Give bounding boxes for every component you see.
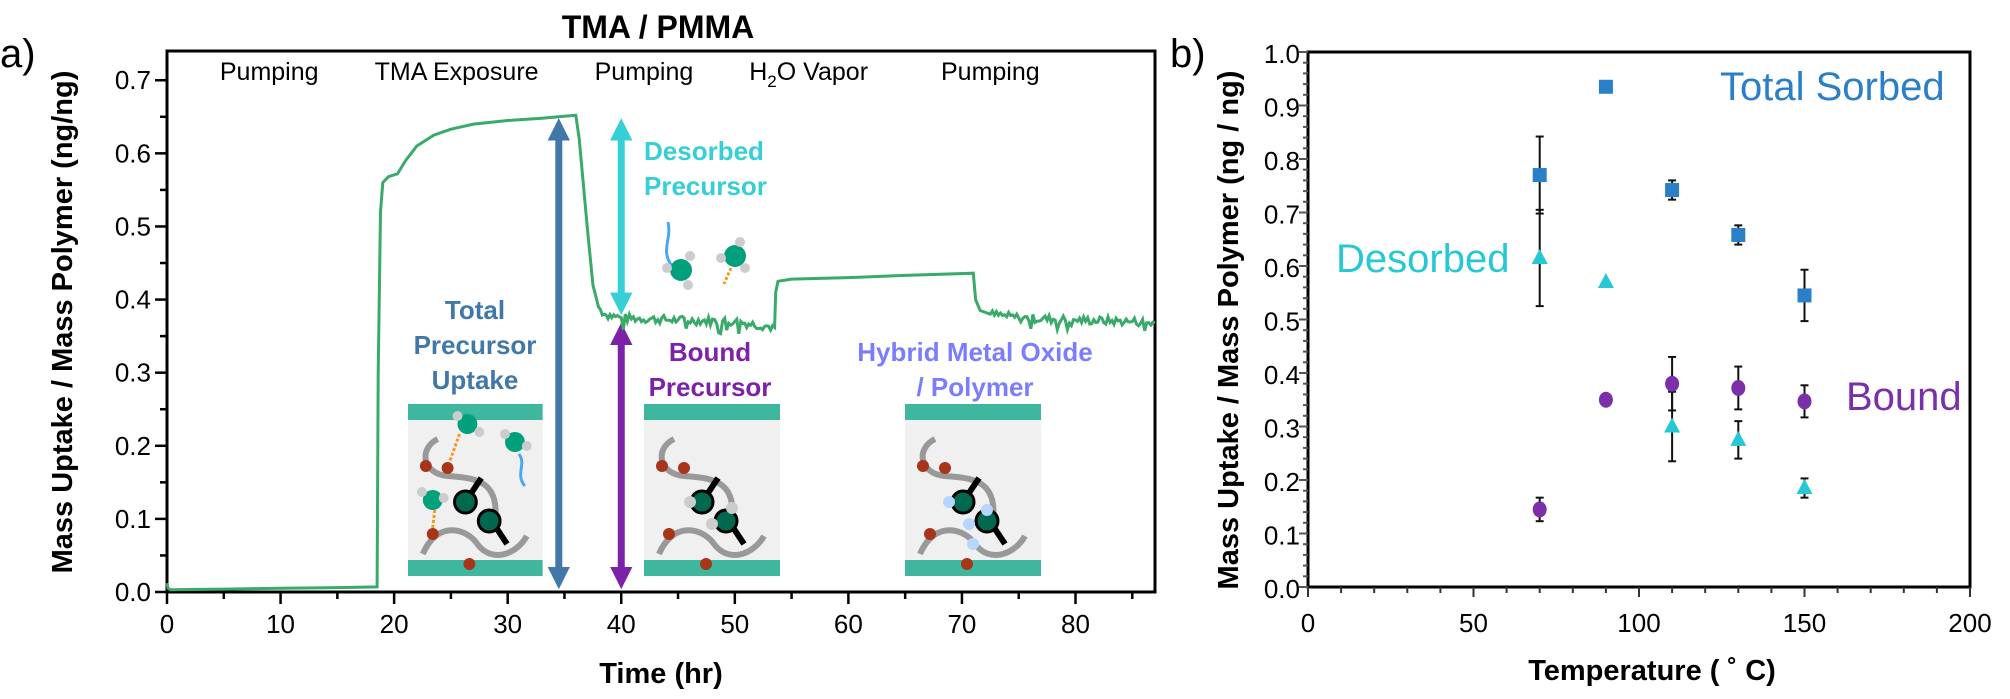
point-bound <box>1731 379 1746 396</box>
point-total-sorbed <box>1598 79 1613 94</box>
point-desorbed <box>1664 417 1681 433</box>
y-axis-title-b: Mass Uptake / Mass Polymer (ng / ng) <box>1213 71 1245 590</box>
panel-b: b) 0 50 100 150 200 0.0 0.1 0.2 0.3 0.4 0.5 0.6 0.7… <box>1170 32 1992 687</box>
legend-bound: Bound <box>1846 375 1962 419</box>
point-total-sorbed <box>1797 288 1812 303</box>
point-desorbed <box>1531 248 1548 264</box>
schematic-total-uptake <box>408 404 543 576</box>
y-tick-label: 0.1 <box>115 504 151 534</box>
y-tick-label-b: 0.2 <box>1264 467 1300 497</box>
y-tick-label-b: 0.5 <box>1264 307 1300 337</box>
total-uptake-label: Precursor <box>414 330 537 360</box>
x-tick-label: 30 <box>493 609 522 639</box>
x-tick-label: 20 <box>380 609 409 639</box>
phase-label: Pumping <box>220 58 319 86</box>
panel-a: a) TMA / PMMA Pumping TMA Exposure Pumping… <box>0 9 1157 690</box>
y-axis-title: Mass Uptake / Mass Polymer (ng/ng) <box>47 71 79 574</box>
point-desorbed <box>1597 273 1614 289</box>
y-tick-label: 0.2 <box>115 431 151 461</box>
point-total-sorbed <box>1731 227 1746 242</box>
y-tick-label: 0.4 <box>115 285 151 315</box>
y-tick-label: 0.3 <box>115 358 151 388</box>
bound-label: Precursor <box>649 372 772 402</box>
y-tick-label: 0.7 <box>115 65 151 95</box>
y-tick-label-b: 0.4 <box>1264 360 1300 390</box>
phase-labels: Pumping TMA Exposure Pumping H2O Vapor Pumpi… <box>220 58 1040 91</box>
scatter-points <box>1531 79 1813 523</box>
y-tick-label: 0.6 <box>115 138 151 168</box>
panel-b-label: b) <box>1170 32 1206 76</box>
y-tick-label-b: 1.0 <box>1264 39 1300 69</box>
x-axis-title-b: Temperature ( ˚ C) <box>1528 655 1776 687</box>
phase-label: Pumping <box>941 58 1040 86</box>
total-uptake-label: Uptake <box>432 365 519 395</box>
y-axis-ticks: 0.0 0.1 0.2 0.3 0.4 0.5 0.6 0.7 <box>115 65 167 607</box>
schematic-bound-precursor <box>644 404 780 576</box>
x-tick-label-b: 200 <box>1948 608 1991 638</box>
y-tick-label: 0.5 <box>115 211 151 241</box>
point-bound <box>1598 391 1613 408</box>
y-tick-label-b: 0.0 <box>1264 574 1300 604</box>
x-tick-label-b: 0 <box>1301 608 1315 638</box>
x-tick-label: 60 <box>834 609 863 639</box>
desorbed-label: Precursor <box>644 171 767 201</box>
x-tick-label: 0 <box>160 609 174 639</box>
schematic-desorbed-molecules <box>662 221 750 290</box>
point-bound <box>1797 393 1812 410</box>
y-tick-label-b: 0.3 <box>1264 414 1300 444</box>
plot-area-frame-b <box>1306 50 1972 589</box>
y-axis-ticks-b: 0.0 0.1 0.2 0.3 0.4 0.5 0.6 0.7 0.8 0.9 1.0 <box>1264 39 1308 604</box>
hybrid-label: / Polymer <box>916 372 1033 402</box>
x-tick-label: 80 <box>1061 609 1090 639</box>
schematics <box>408 221 1041 576</box>
schematic-hybrid-oxide <box>905 404 1041 576</box>
phase-label: TMA Exposure <box>375 58 539 86</box>
point-bound <box>1532 501 1547 518</box>
x-tick-label: 10 <box>266 609 295 639</box>
y-tick-label: 0.0 <box>115 577 151 607</box>
total-uptake-label: Total <box>445 295 505 325</box>
x-tick-label: 50 <box>720 609 749 639</box>
desorbed-label: Desorbed <box>644 136 764 166</box>
annotations: Total Precursor Uptake Desorbed Precursor Bou… <box>414 118 1093 590</box>
y-tick-label-b: 0.7 <box>1264 200 1300 230</box>
x-tick-label-b: 150 <box>1783 608 1826 638</box>
phase-label: Pumping <box>595 58 694 86</box>
phase-label: H2O Vapor <box>749 58 868 91</box>
panel-a-label: a) <box>0 32 36 76</box>
y-tick-label-b: 0.8 <box>1264 146 1300 176</box>
bound-label: Bound <box>669 337 751 367</box>
x-tick-label-b: 100 <box>1617 608 1660 638</box>
x-axis-ticks: 0 10 20 30 40 50 60 70 80 <box>160 592 1134 639</box>
x-tick-label: 40 <box>607 609 636 639</box>
point-desorbed <box>1730 430 1747 446</box>
x-axis-title: Time (hr) <box>599 658 723 690</box>
hybrid-label: Hybrid Metal Oxide <box>857 337 1093 367</box>
y-tick-label-b: 0.1 <box>1264 521 1300 551</box>
point-total-sorbed <box>1532 168 1547 183</box>
point-desorbed <box>1796 479 1813 495</box>
x-axis-ticks-b: 0 50 100 150 200 <box>1301 587 1992 638</box>
y-tick-label-b: 0.9 <box>1264 93 1300 123</box>
legend-total-sorbed: Total Sorbed <box>1720 65 1945 109</box>
series-line-mass-uptake <box>165 113 1156 592</box>
x-tick-label-b: 50 <box>1459 608 1488 638</box>
y-tick-label-b: 0.6 <box>1264 253 1300 283</box>
x-tick-label: 70 <box>947 609 976 639</box>
chart-title: TMA / PMMA <box>562 9 755 45</box>
legend-desorbed: Desorbed <box>1336 237 1509 281</box>
point-bound <box>1665 375 1680 392</box>
point-total-sorbed <box>1665 183 1680 198</box>
